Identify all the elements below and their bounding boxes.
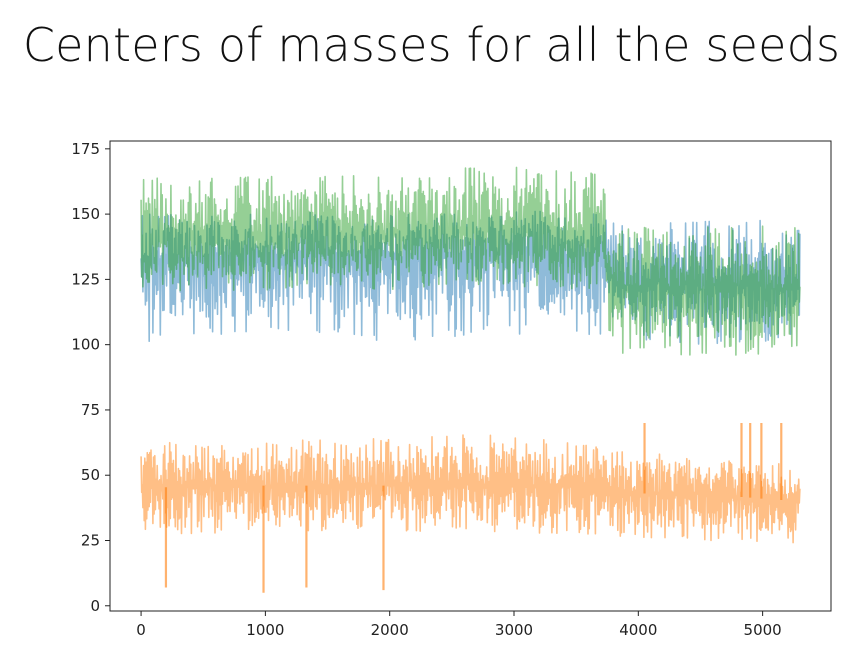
x-tick-label: 2000 <box>371 621 409 639</box>
y-axis: 0 25 50 75 100 125 150 175 <box>71 140 110 615</box>
series-2-line <box>140 434 801 544</box>
y-tick-label: 0 <box>90 597 100 615</box>
y-tick-label: 150 <box>71 205 100 223</box>
x-tick-label: 5000 <box>744 621 782 639</box>
x-tick-label: 1000 <box>246 621 284 639</box>
x-tick-label: 0 <box>136 621 146 639</box>
y-tick-label: 100 <box>71 336 100 354</box>
y-tick-label: 75 <box>81 401 100 419</box>
y-tick-label: 25 <box>81 532 100 550</box>
x-tick-label: 4000 <box>619 621 657 639</box>
y-tick-label: 50 <box>81 466 100 484</box>
x-tick-label: 3000 <box>495 621 533 639</box>
plot-frame <box>109 140 832 612</box>
slide-title: Centers of masses for all the seeds <box>22 18 841 72</box>
series-3-line <box>140 166 801 356</box>
x-axis: 0 1000 2000 3000 4000 5000 <box>136 611 782 639</box>
y-tick-label: 175 <box>71 140 100 158</box>
y-tick-label: 125 <box>71 270 100 288</box>
